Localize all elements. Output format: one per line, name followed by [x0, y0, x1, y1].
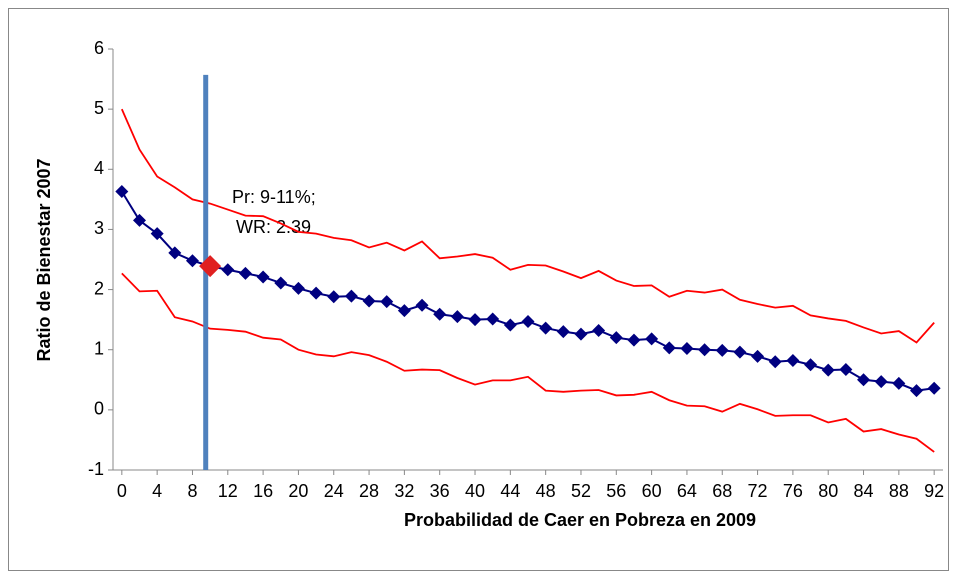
- x-tick-label: 16: [253, 481, 273, 501]
- y-tick-label: 3: [94, 218, 104, 238]
- annotation: WR: 2.39: [236, 217, 311, 237]
- marker: [715, 343, 729, 357]
- x-tick-label: 8: [187, 481, 197, 501]
- x-tick-label: 4: [152, 481, 162, 501]
- x-tick-label: 48: [536, 481, 556, 501]
- x-tick-label: 36: [430, 481, 450, 501]
- marker: [698, 343, 712, 357]
- x-tick-label: 44: [500, 481, 520, 501]
- marker: [662, 341, 676, 355]
- marker: [751, 349, 765, 363]
- marker: [486, 312, 500, 326]
- marker: [857, 373, 871, 387]
- marker: [733, 345, 747, 359]
- series-line: [121, 272, 935, 453]
- marker: [539, 321, 553, 335]
- x-tick-label: 76: [783, 481, 803, 501]
- marker: [821, 363, 835, 377]
- marker: [150, 227, 164, 241]
- marker: [380, 295, 394, 309]
- x-tick-label: 56: [606, 481, 626, 501]
- marker: [892, 376, 906, 390]
- x-tick-label: 92: [924, 481, 944, 501]
- marker: [874, 375, 888, 389]
- marker: [450, 310, 464, 324]
- y-tick-label: 1: [94, 338, 104, 358]
- marker: [503, 318, 517, 332]
- marker: [609, 331, 623, 345]
- x-tick-label: 12: [218, 481, 238, 501]
- y-tick-label: 2: [94, 278, 104, 298]
- chart-frame: [8, 8, 949, 571]
- x-tick-label: 84: [854, 481, 874, 501]
- marker: [309, 286, 323, 300]
- x-tick-label: 64: [677, 481, 697, 501]
- marker: [344, 289, 358, 303]
- marker: [556, 325, 570, 339]
- y-axis-title: Ratio de Bienestar 2007: [34, 158, 54, 361]
- x-tick-label: 80: [818, 481, 838, 501]
- x-tick-label: 24: [324, 481, 344, 501]
- x-tick-label: 28: [359, 481, 379, 501]
- marker: [397, 304, 411, 318]
- highlight-marker: [199, 255, 222, 278]
- marker: [645, 332, 659, 346]
- marker: [680, 342, 694, 356]
- x-tick-label: 52: [571, 481, 591, 501]
- x-tick-label: 32: [394, 481, 414, 501]
- x-tick-label: 72: [748, 481, 768, 501]
- marker: [291, 281, 305, 295]
- marker: [627, 333, 641, 347]
- series-line: [121, 108, 935, 344]
- marker: [521, 314, 535, 328]
- marker: [256, 270, 270, 284]
- annotation: Pr: 9-11%;: [232, 187, 316, 207]
- x-axis-title: Probabilidad de Caer en Pobreza en 2009: [404, 510, 756, 530]
- marker: [910, 384, 924, 398]
- marker: [927, 381, 941, 395]
- marker: [433, 307, 447, 321]
- x-tick-label: 88: [889, 481, 909, 501]
- x-tick-label: 40: [465, 481, 485, 501]
- x-tick-label: 68: [712, 481, 732, 501]
- y-tick-label: -1: [88, 459, 104, 479]
- marker: [168, 246, 182, 260]
- x-tick-label: 20: [288, 481, 308, 501]
- x-tick-label: 60: [642, 481, 662, 501]
- marker: [839, 363, 853, 377]
- marker: [327, 290, 341, 304]
- marker: [185, 254, 199, 268]
- marker: [768, 355, 782, 369]
- marker: [804, 358, 818, 372]
- marker: [468, 313, 482, 327]
- marker: [238, 266, 252, 280]
- marker: [362, 294, 376, 308]
- y-tick-label: 4: [94, 158, 104, 178]
- marker: [592, 323, 606, 337]
- marker: [274, 276, 288, 290]
- marker: [132, 213, 146, 227]
- marker: [786, 354, 800, 368]
- marker: [574, 327, 588, 341]
- marker: [221, 263, 235, 277]
- marker: [115, 185, 129, 199]
- y-tick-label: 6: [94, 38, 104, 58]
- marker: [415, 298, 429, 312]
- y-tick-label: 5: [94, 98, 104, 118]
- y-tick-label: 0: [94, 399, 104, 419]
- x-tick-label: 0: [117, 481, 127, 501]
